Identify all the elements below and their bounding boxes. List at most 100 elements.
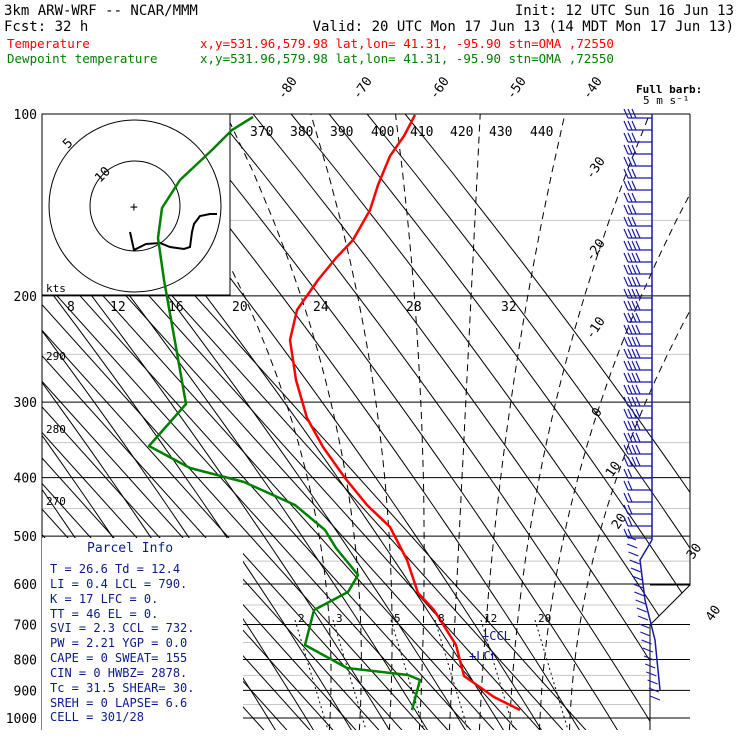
wind-barb — [623, 456, 652, 467]
wind-barb-flag — [631, 312, 637, 323]
wind-barb — [623, 504, 652, 515]
wind-barb — [626, 543, 638, 549]
wind-barb-staff — [625, 535, 637, 541]
hodograph-center: + — [130, 200, 138, 215]
wind-barb-flag — [627, 228, 633, 239]
wind-key-line1: Full barb: — [636, 83, 702, 96]
wind-barb-flag — [627, 324, 633, 335]
wind-barb — [623, 204, 652, 215]
wind-barb-flag — [635, 420, 641, 431]
wind-barb-flag — [635, 240, 641, 251]
wind-barb-flag — [627, 528, 633, 539]
dry-adiabat-label: 290 — [46, 350, 66, 363]
wind-barb-flag — [623, 408, 629, 419]
wind-barb-flag — [631, 204, 637, 215]
kts-label: 16 — [168, 300, 184, 315]
parcel-row: PW = 2.21 YGP = 0.0 — [50, 636, 187, 650]
wind-barb-flag — [635, 324, 641, 335]
wind-barb — [623, 360, 652, 371]
kts-label: 32 — [501, 300, 517, 315]
wind-barb-flag — [631, 180, 637, 191]
mixing-ratio-label: 8 — [438, 612, 445, 625]
wind-key-line2: 5 m s⁻¹ — [643, 94, 689, 107]
wind-barb-flag — [623, 180, 629, 191]
wind-barb-flag — [627, 276, 633, 287]
wind-barb-flag — [627, 300, 633, 311]
kts-label: 12 — [110, 300, 126, 315]
wind-barb-flag — [623, 516, 629, 527]
wind-barb-flag — [631, 192, 637, 203]
parcel-row: CIN = 0 HWBZ= 2878. — [50, 666, 187, 680]
wind-barb — [623, 216, 652, 227]
wind-barb-flag — [623, 396, 629, 407]
wind-barb — [649, 695, 661, 701]
dry-adiabat — [42, 114, 391, 730]
theta-label: 420 — [450, 125, 473, 140]
wind-barb-flag — [631, 408, 637, 419]
theta-label: 400 — [371, 125, 394, 140]
dry-adiabat — [404, 114, 690, 730]
header-init: Init: 12 UTC Sun 16 Jun 13 — [515, 3, 734, 19]
wind-barb — [623, 264, 652, 275]
wind-barb — [637, 615, 649, 621]
wind-barb — [623, 408, 652, 419]
pressure-tick-label: 600 — [14, 578, 37, 593]
wind-barb-flag — [631, 228, 637, 239]
wind-barb-staff — [631, 575, 643, 581]
wind-barb-flag — [623, 468, 629, 479]
wind-barb-staff — [634, 591, 645, 597]
wind-barb — [623, 180, 652, 191]
wind-barb-flag — [627, 288, 633, 299]
wind-barb-flag — [627, 372, 633, 383]
wind-barb-flag — [623, 132, 629, 143]
pressure-tick-label: 500 — [14, 530, 37, 545]
wind-barb-flag — [635, 456, 641, 467]
wind-barb — [623, 144, 652, 155]
wind-barb-staff — [647, 679, 658, 685]
theta-label: 370 — [250, 125, 273, 140]
dry-adiabat — [328, 114, 690, 730]
dry-adiabat-label: 270 — [46, 495, 66, 508]
mixing-ratio-label: 5 — [394, 612, 401, 625]
mixing-ratio-line — [534, 619, 569, 730]
isotherm — [42, 114, 426, 730]
wind-barb-flag — [631, 216, 637, 227]
legend-dewpoint-info: x,y=531.96,579.98 lat,lon= 41.31, -95.90… — [200, 51, 614, 66]
wind-barb — [623, 420, 652, 431]
wind-barb-flag — [623, 168, 629, 179]
wind-barb-flag — [623, 108, 629, 119]
dry-adiabat — [214, 114, 657, 730]
wind-barb-flag — [623, 492, 629, 503]
wind-barb-flag — [631, 432, 637, 443]
wind-barb-staff — [641, 639, 652, 645]
wind-barb-staff — [640, 631, 651, 637]
theta-label: 440 — [530, 125, 553, 140]
wind-barb-staff — [635, 599, 646, 605]
parcel-row: CAPE = 0 SWEAT= 155 — [50, 651, 187, 665]
pressure-tick-label: 300 — [14, 396, 37, 411]
dry-adiabat — [62, 114, 505, 730]
wind-barb-flag — [631, 240, 637, 251]
wind-barb — [623, 108, 652, 119]
wind-barb-flag — [623, 192, 629, 203]
right-frame — [649, 114, 691, 730]
wind-barb-flag — [627, 264, 633, 275]
wind-barb-flag — [623, 252, 629, 263]
wind-barb-flag — [635, 348, 641, 359]
hodograph: 5 10 + kts — [41, 113, 231, 296]
wind-barb-flag — [631, 264, 637, 275]
pressure-tick-label: 1000 — [6, 712, 37, 727]
wind-barb-flag — [623, 312, 629, 323]
wind-barb-flag — [635, 408, 641, 419]
wind-barb — [644, 663, 656, 669]
theta-label: 410 — [410, 125, 433, 140]
wind-barb-staff — [628, 551, 639, 557]
kts-label: 28 — [406, 300, 422, 315]
wind-barb-flag — [627, 432, 633, 443]
theta-label: 430 — [489, 125, 512, 140]
wind-barb — [642, 647, 654, 653]
wind-barb — [623, 324, 652, 335]
moist-adiabat — [140, 114, 332, 730]
wind-barb — [623, 168, 652, 179]
wind-barb-flag — [635, 300, 641, 311]
